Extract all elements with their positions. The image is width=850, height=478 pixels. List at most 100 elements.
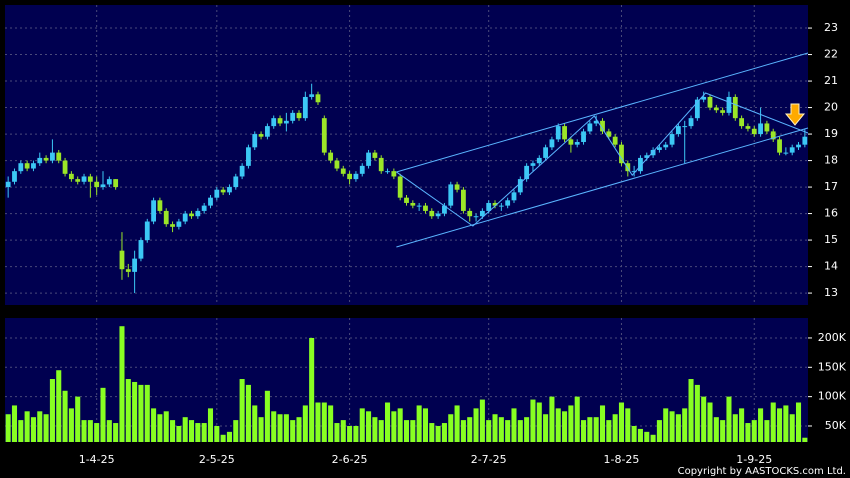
volume-bar [587, 417, 593, 442]
y-tick-label: 200K [818, 331, 847, 344]
candle-body [87, 176, 93, 182]
volume-bar [644, 431, 650, 442]
candle-body [726, 96, 732, 113]
volume-bar [536, 402, 542, 442]
y-tick-label: 17 [824, 180, 838, 193]
candle-body [397, 176, 403, 198]
candle-body [12, 171, 17, 182]
volume-bar [707, 402, 713, 442]
volume-bar [422, 408, 428, 442]
candle-body [56, 152, 62, 161]
candle-body [606, 131, 612, 137]
volume-bar [75, 396, 81, 442]
volume-bar [777, 408, 783, 442]
candle-body [473, 216, 479, 218]
volume-bar [739, 408, 745, 442]
candle-body [448, 184, 454, 206]
volume-bar [454, 405, 460, 442]
price-panel [5, 5, 808, 305]
candle-body [511, 192, 517, 201]
candle-body [543, 147, 549, 158]
candle-body [75, 179, 81, 182]
candle-body [18, 163, 24, 172]
x-tick-label: 1-9-25 [736, 453, 772, 466]
volume-bar [290, 420, 296, 442]
candle-body [442, 205, 447, 214]
x-tick-label: 2-6-25 [332, 453, 368, 466]
volume-bar [220, 434, 226, 442]
volume-bar [5, 414, 11, 442]
candle-body [385, 171, 390, 173]
volume-bar [410, 420, 416, 442]
volume-bar [132, 381, 138, 442]
candle-body [498, 205, 504, 207]
volume-bar [366, 411, 372, 442]
volume-bar [637, 428, 643, 442]
volume-bar [347, 425, 353, 442]
candle-body [119, 250, 125, 270]
candle-body [657, 147, 662, 150]
volume-bar [176, 425, 182, 442]
volume-bar [688, 379, 694, 442]
candle-body [707, 96, 713, 108]
volume-bar [18, 420, 24, 442]
volume-bar [385, 402, 391, 442]
volume-bar [252, 405, 258, 442]
candle-body [62, 160, 68, 174]
volume-bar [448, 414, 454, 442]
candle-body [416, 205, 422, 207]
volume-bar [359, 408, 365, 442]
volume-bar [732, 414, 738, 442]
candle-body [372, 152, 378, 158]
volume-bar [201, 423, 207, 442]
candle-body [663, 144, 669, 148]
y-tick-label: 100K [818, 390, 847, 403]
candle-body [144, 221, 150, 241]
volume-bar [517, 420, 523, 442]
candle-body [125, 269, 131, 272]
candle-body [68, 173, 74, 180]
candle-body [429, 210, 435, 217]
candle-body [713, 107, 719, 111]
candle-body [170, 224, 175, 227]
volume-bar [511, 408, 517, 442]
candle-body [783, 152, 789, 154]
y-tick-label: 13 [824, 286, 838, 299]
volume-bar [226, 431, 232, 442]
candle-body [732, 96, 738, 119]
candle-body [391, 171, 397, 177]
volume-bar [157, 414, 163, 442]
volume-bar [599, 405, 606, 442]
volume-bar [549, 396, 555, 442]
volume-bar [650, 434, 656, 442]
volume-bar [770, 402, 776, 442]
candle-body [353, 173, 359, 180]
candle-body [479, 210, 485, 217]
candle-body [24, 163, 30, 169]
volume-bar [49, 379, 55, 442]
volume-bar [81, 420, 87, 442]
candle-body [404, 197, 409, 203]
volume-bar [182, 417, 188, 442]
candle-body [195, 210, 201, 217]
volume-bar [625, 408, 631, 442]
candle-body [163, 210, 169, 225]
candle-body [454, 184, 460, 190]
volume-bar [467, 417, 473, 442]
candle-body [536, 157, 542, 164]
candle-body [593, 120, 599, 124]
candle-body [739, 118, 745, 127]
volume-bar [239, 379, 245, 442]
volume-bar [214, 425, 220, 442]
candle-body [789, 147, 795, 153]
candle-body [751, 128, 757, 135]
candle-body [208, 197, 213, 206]
volume-bar [429, 423, 435, 442]
candle-body [688, 118, 694, 127]
candle-body [106, 179, 112, 185]
candle-body [258, 134, 264, 137]
candle-body [619, 144, 624, 164]
plot-layer: 13 14 15 16 17 18 19 20 21 22 23 50K 100K 150K 200K 1-4… [5, 5, 847, 466]
volume-bar [492, 414, 498, 442]
